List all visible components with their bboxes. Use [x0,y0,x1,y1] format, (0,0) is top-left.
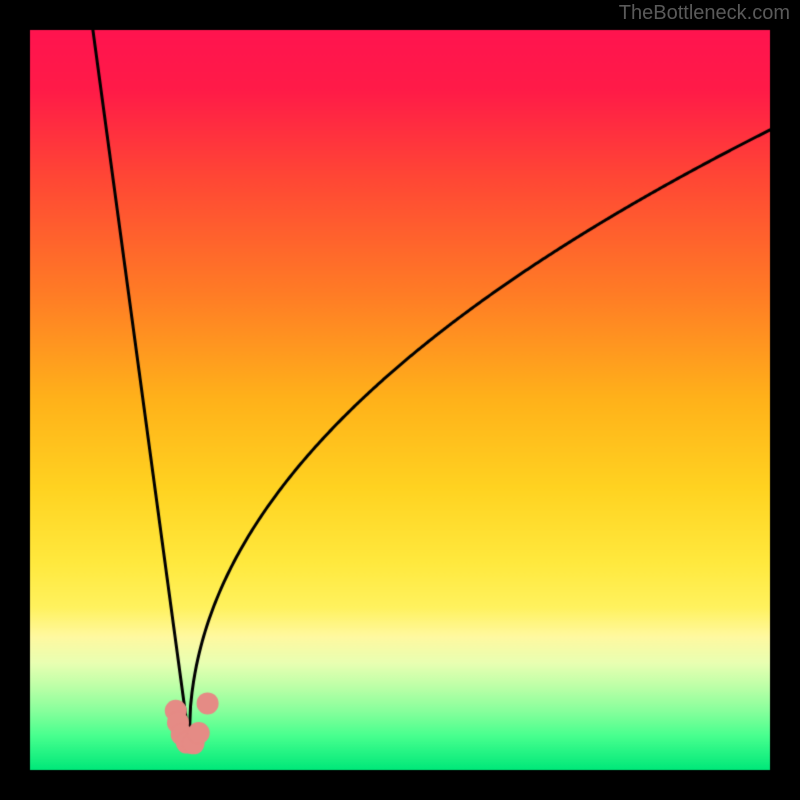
bottleneck-chart [0,0,800,800]
